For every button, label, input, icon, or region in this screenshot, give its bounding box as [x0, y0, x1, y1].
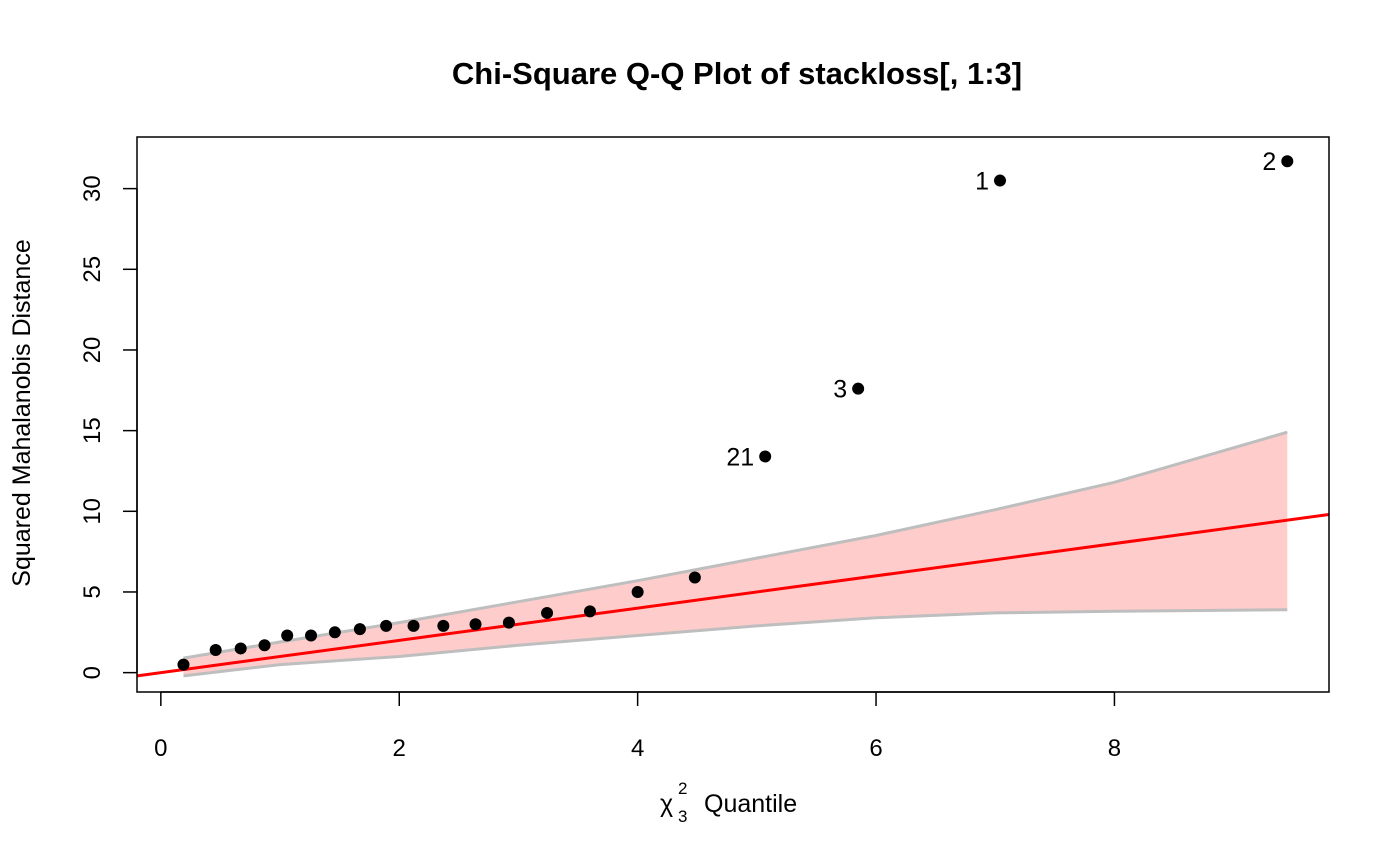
x-tick-label: 0	[154, 735, 167, 762]
x-axis-label-subscript: 3	[678, 807, 687, 826]
data-point	[407, 619, 420, 632]
data-point	[380, 619, 393, 632]
reference-line	[137, 513, 1329, 678]
data-point	[502, 616, 515, 629]
data-point	[541, 606, 554, 619]
data-point	[281, 629, 294, 642]
y-tick-label: 20	[79, 337, 106, 364]
point-label: 2	[1262, 148, 1276, 176]
y-tick-label: 30	[79, 175, 106, 202]
data-point	[852, 382, 865, 395]
data-point	[234, 642, 247, 655]
data-point	[258, 639, 271, 652]
y-tick-label: 5	[79, 585, 106, 598]
y-tick-label: 10	[79, 498, 106, 525]
data-point	[328, 626, 341, 639]
y-axis-label: Squared Mahalanobis Distance	[8, 239, 36, 586]
band-lower-edge	[183, 608, 1288, 678]
data-point	[177, 658, 190, 671]
data-point	[353, 623, 366, 636]
x-tick-label: 2	[393, 735, 406, 762]
band-fill	[183, 432, 1288, 676]
data-point	[437, 619, 450, 632]
y-tick-label: 15	[79, 417, 106, 444]
data-point	[1281, 155, 1294, 168]
point-label: 1	[975, 168, 989, 196]
data-point	[631, 585, 644, 598]
point-labels: 21 3 1 2	[726, 148, 1276, 471]
y-axis: 0 5 10 15 20 25 30	[79, 175, 138, 679]
x-tick-label: 8	[1108, 735, 1121, 762]
point-label: 21	[726, 443, 754, 471]
data-point	[994, 174, 1007, 187]
data-points	[177, 155, 1294, 671]
plot-area: 21 3 1 2	[137, 148, 1329, 678]
data-point	[305, 629, 318, 642]
point-label: 3	[833, 376, 847, 404]
x-axis-label: χ 2 3 Quantile	[660, 779, 797, 826]
data-point	[209, 644, 222, 657]
x-axis: 0 2 4 6 8	[154, 691, 1121, 762]
y-tick-label: 25	[79, 256, 106, 283]
data-point	[469, 618, 482, 631]
chart-title: Chi-Square Q-Q Plot of stackloss[, 1:3]	[452, 56, 1022, 91]
data-point	[583, 605, 596, 618]
x-axis-label-text: Quantile	[704, 790, 797, 818]
x-tick-label: 4	[631, 735, 644, 762]
data-point	[688, 571, 701, 584]
x-axis-label-symbol: χ	[660, 790, 673, 818]
x-tick-label: 6	[869, 735, 882, 762]
y-tick-label: 0	[79, 666, 106, 679]
data-point	[759, 450, 772, 463]
x-axis-label-superscript: 2	[678, 779, 687, 798]
